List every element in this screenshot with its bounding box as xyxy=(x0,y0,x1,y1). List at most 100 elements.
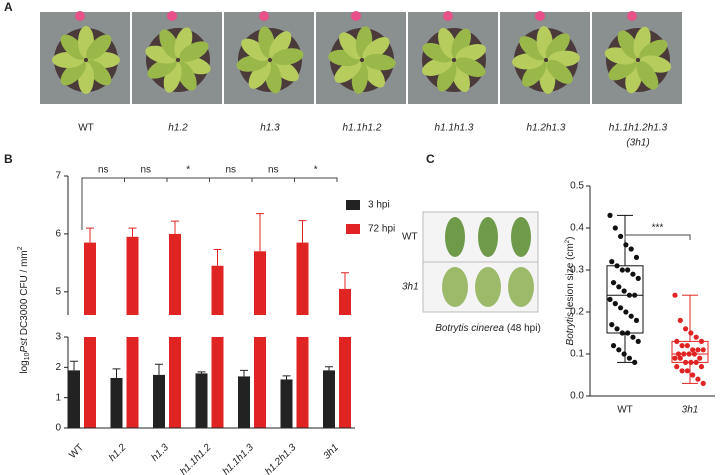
bar xyxy=(211,265,224,315)
significance-label: *** xyxy=(652,223,664,234)
data-point xyxy=(672,355,678,361)
error-bar xyxy=(213,249,222,266)
bar xyxy=(254,251,266,315)
photo-caption: Botrytis cinerea (48 hpi) xyxy=(435,323,541,334)
data-point xyxy=(609,322,615,328)
significance-label: ns xyxy=(140,165,151,176)
data-point xyxy=(612,301,618,307)
x-tick-label: 3h1 xyxy=(682,405,699,416)
data-point xyxy=(617,305,624,311)
bar xyxy=(169,233,181,315)
leaf xyxy=(60,34,86,60)
bar xyxy=(339,288,351,315)
label-tag xyxy=(535,11,545,21)
leaf xyxy=(636,61,659,90)
significance-label: * xyxy=(186,165,190,176)
data-point xyxy=(688,330,694,336)
data-point xyxy=(623,309,629,315)
label-tag xyxy=(351,11,361,21)
data-point xyxy=(635,275,641,281)
x-tick-label: h1.2 xyxy=(107,442,129,464)
leaf xyxy=(442,267,468,307)
x-tick-label: WT xyxy=(617,405,633,416)
bar xyxy=(296,242,309,315)
significance-label: * xyxy=(314,165,318,176)
data-point xyxy=(698,364,705,370)
data-point xyxy=(686,351,692,357)
data-point xyxy=(690,372,696,378)
data-point xyxy=(628,246,634,252)
leaf xyxy=(268,31,292,60)
legend-label: 72 hpi xyxy=(368,224,395,235)
data-point xyxy=(617,233,624,239)
data-point xyxy=(609,259,615,265)
bar xyxy=(323,370,335,428)
significance-bracket xyxy=(624,234,691,240)
leaf xyxy=(455,57,486,78)
leaf xyxy=(271,48,304,66)
data-point xyxy=(632,292,638,298)
leaf xyxy=(339,32,363,60)
data-point xyxy=(700,347,706,353)
significance-bracket xyxy=(81,177,295,182)
y-tick-label: 0.2 xyxy=(570,307,584,318)
data-point xyxy=(679,343,685,349)
data-point xyxy=(681,351,687,357)
leaf xyxy=(270,58,299,82)
legend-label: 3 hpi xyxy=(368,200,390,211)
error-bar xyxy=(256,213,264,252)
error-bar xyxy=(70,360,78,371)
bar xyxy=(169,337,181,428)
y-tick-label: 0.5 xyxy=(570,181,584,192)
leaf xyxy=(361,60,385,88)
caption-part: (48 hpi) xyxy=(504,323,541,334)
error-bar xyxy=(155,363,163,375)
x-tick-label: h1.1h1.2 xyxy=(178,442,214,475)
data-point xyxy=(697,355,703,361)
ylabel-part: Botrytis xyxy=(565,312,576,345)
label-tag xyxy=(259,11,269,21)
y-tick-label: 0 xyxy=(55,423,61,434)
data-point xyxy=(698,338,705,344)
caption-part: Botrytis cinerea xyxy=(435,323,504,334)
error-bar xyxy=(128,227,137,237)
error-bar xyxy=(325,366,333,371)
data-point xyxy=(612,225,618,231)
data-point xyxy=(672,292,678,298)
data-point xyxy=(628,313,634,319)
box xyxy=(606,265,644,334)
y-tick-label: 6 xyxy=(55,229,61,240)
leaf xyxy=(445,217,465,257)
ylabel-part: 2 xyxy=(565,239,571,243)
y-tick-label: 0.0 xyxy=(570,391,584,402)
data-point xyxy=(684,368,690,374)
bar xyxy=(153,374,165,428)
x-tick-label: WT xyxy=(67,442,86,461)
bar xyxy=(68,370,80,428)
leaf xyxy=(478,217,498,257)
error-bar xyxy=(112,368,121,378)
error-bar xyxy=(197,371,206,374)
data-point xyxy=(625,330,631,336)
error-bar xyxy=(86,227,94,243)
genotype-label: h1.1h1.3 xyxy=(435,123,474,134)
bar xyxy=(211,337,224,428)
data-point xyxy=(674,338,680,344)
bar xyxy=(110,377,123,428)
genotype-label: h1.2h1.3 xyxy=(527,123,566,134)
data-point xyxy=(619,330,625,336)
data-point xyxy=(616,347,622,353)
y-tick-label: 0.3 xyxy=(570,265,584,276)
leaf xyxy=(519,36,546,61)
genotype-label: h1.3 xyxy=(260,123,280,134)
data-point xyxy=(675,351,682,357)
y-axis-label: Botrytis lesion size (cm2) xyxy=(565,237,576,346)
error-bar xyxy=(298,220,307,243)
data-point xyxy=(635,338,641,344)
data-point xyxy=(626,355,633,361)
error-bar xyxy=(240,369,248,377)
data-point xyxy=(621,351,627,357)
data-point xyxy=(619,267,625,273)
label-tag xyxy=(627,11,637,21)
pot xyxy=(422,28,486,92)
